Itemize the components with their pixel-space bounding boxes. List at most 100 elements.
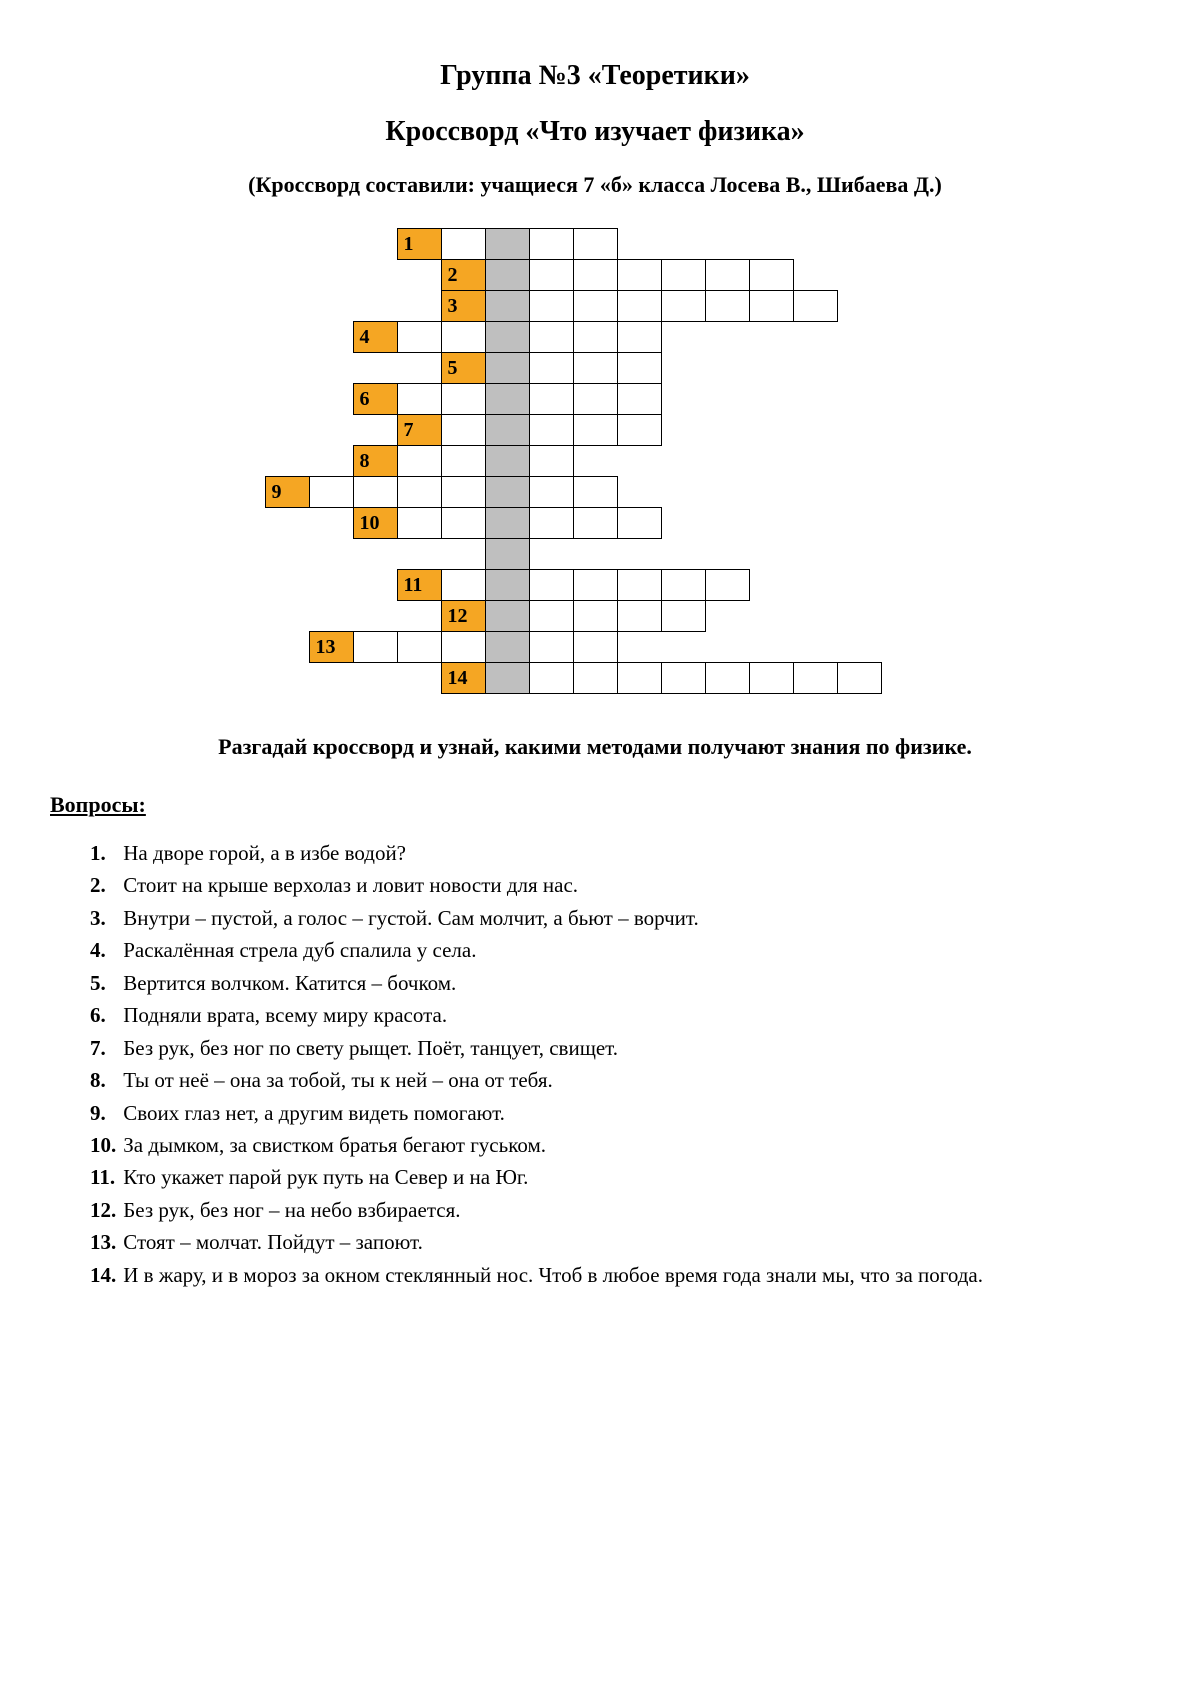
- cell: [749, 260, 793, 291]
- cell: [529, 508, 573, 539]
- cell: [749, 663, 793, 694]
- cell: [573, 229, 617, 260]
- cell: [441, 632, 485, 663]
- cell: [529, 663, 573, 694]
- cell: [441, 477, 485, 508]
- question-text: Подняли врата, всему миру красота.: [118, 1003, 447, 1027]
- cell: [573, 384, 617, 415]
- key-cell: [485, 539, 529, 570]
- question-item: 9. Своих глаз нет, а другим видеть помог…: [90, 1098, 1140, 1128]
- question-text: Кто укажет парой рук путь на Север и на …: [118, 1165, 528, 1189]
- cell: [573, 632, 617, 663]
- cell: [529, 353, 573, 384]
- cell: [661, 601, 705, 632]
- questions-heading: Вопросы:: [50, 792, 1140, 818]
- cell: [573, 353, 617, 384]
- cell: [529, 229, 573, 260]
- cell: [529, 415, 573, 446]
- cell: [441, 229, 485, 260]
- cell: [529, 322, 573, 353]
- cell: [441, 446, 485, 477]
- clue-number-8: 8: [353, 446, 397, 477]
- question-text: На дворе горой, а в избе водой?: [118, 841, 406, 865]
- question-number: 14.: [90, 1260, 118, 1290]
- cell: [705, 291, 749, 322]
- question-text: Своих глаз нет, а другим видеть помогают…: [118, 1101, 505, 1125]
- cell: [353, 477, 397, 508]
- clue-number-2: 2: [441, 260, 485, 291]
- key-cell: [485, 260, 529, 291]
- question-text: Стоит на крыше верхолаз и ловит новости …: [118, 873, 578, 897]
- cell: [529, 291, 573, 322]
- questions-list: 1. На дворе горой, а в избе водой?2. Сто…: [50, 838, 1140, 1290]
- clue-number-7: 7: [397, 415, 441, 446]
- key-cell: [485, 508, 529, 539]
- clue-number-10: 10: [353, 508, 397, 539]
- cell: [573, 508, 617, 539]
- group-line: Группа №3 «Теоретики»: [50, 60, 1140, 92]
- key-cell: [485, 601, 529, 632]
- question-number: 9.: [90, 1098, 118, 1128]
- clue-number-14: 14: [441, 663, 485, 694]
- question-item: 3. Внутри – пустой, а голос – густой. Са…: [90, 903, 1140, 933]
- cell: [397, 384, 441, 415]
- question-number: 10.: [90, 1130, 118, 1160]
- question-text: И в жару, и в мороз за окном стеклянный …: [118, 1263, 983, 1287]
- question-item: 7. Без рук, без ног по свету рыщет. Поёт…: [90, 1033, 1140, 1063]
- cell: [441, 570, 485, 601]
- cell: [441, 508, 485, 539]
- question-text: Без рук, без ног – на небо взбирается.: [118, 1198, 460, 1222]
- key-cell: [485, 415, 529, 446]
- cell: [441, 322, 485, 353]
- key-cell: [485, 663, 529, 694]
- cell: [661, 260, 705, 291]
- cell: [837, 663, 881, 694]
- cell: [617, 322, 661, 353]
- question-item: 14. И в жару, и в мороз за окном стеклян…: [90, 1260, 1140, 1290]
- cell: [309, 477, 353, 508]
- instruction-text: Разгадай кроссворд и узнай, какими метод…: [50, 734, 1140, 760]
- question-text: Внутри – пустой, а голос – густой. Сам м…: [118, 906, 699, 930]
- cell: [617, 291, 661, 322]
- clue-number-9: 9: [265, 477, 309, 508]
- cell: [353, 632, 397, 663]
- cell: [397, 477, 441, 508]
- question-number: 8.: [90, 1065, 118, 1095]
- clue-number-4: 4: [353, 322, 397, 353]
- cell: [397, 508, 441, 539]
- question-number: 13.: [90, 1227, 118, 1257]
- question-text: Без рук, без ног по свету рыщет. Поёт, т…: [118, 1036, 618, 1060]
- key-cell: [485, 384, 529, 415]
- cell: [617, 601, 661, 632]
- cell: [705, 570, 749, 601]
- clue-number-1: 1: [397, 229, 441, 260]
- question-item: 11. Кто укажет парой рук путь на Север и…: [90, 1162, 1140, 1192]
- cell: [441, 415, 485, 446]
- cell: [529, 570, 573, 601]
- cell: [617, 570, 661, 601]
- crossword-grid: 1234567891011121314: [265, 228, 926, 694]
- cell: [617, 415, 661, 446]
- key-cell: [485, 229, 529, 260]
- authors-line: (Кроссворд составили: учащиеся 7 «б» кла…: [50, 172, 1140, 198]
- title-line: Кроссворд «Что изучает физика»: [50, 116, 1140, 148]
- cell: [661, 570, 705, 601]
- cell: [617, 384, 661, 415]
- question-text: Стоят – молчат. Пойдут – запоют.: [118, 1230, 423, 1254]
- key-cell: [485, 632, 529, 663]
- question-number: 4.: [90, 935, 118, 965]
- cell: [573, 260, 617, 291]
- cell: [573, 477, 617, 508]
- cell: [529, 260, 573, 291]
- question-item: 6. Подняли врата, всему миру красота.: [90, 1000, 1140, 1030]
- cell: [529, 384, 573, 415]
- question-number: 6.: [90, 1000, 118, 1030]
- question-number: 1.: [90, 838, 118, 868]
- cell: [573, 570, 617, 601]
- question-item: 10. За дымком, за свистком братья бегают…: [90, 1130, 1140, 1160]
- clue-number-6: 6: [353, 384, 397, 415]
- question-number: 7.: [90, 1033, 118, 1063]
- cell: [397, 446, 441, 477]
- cell: [529, 601, 573, 632]
- question-item: 1. На дворе горой, а в избе водой?: [90, 838, 1140, 868]
